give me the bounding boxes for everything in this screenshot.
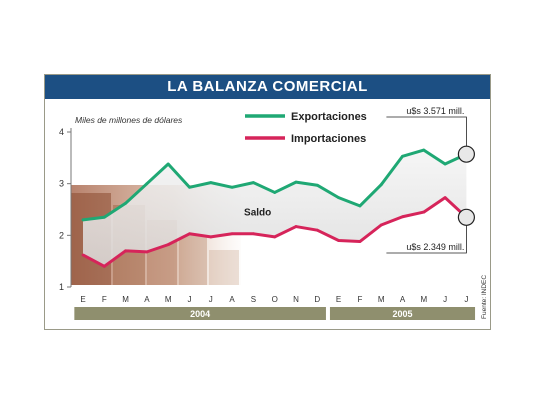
data-point (379, 223, 383, 227)
x-tick-label: M (378, 295, 385, 304)
data-point (166, 162, 170, 166)
data-point (273, 235, 277, 239)
saldo-label: Saldo (244, 208, 271, 219)
data-point (81, 253, 85, 257)
plot-area: Saldo u$s 3.571 mill. u$s 2.349 mill. (81, 106, 475, 268)
y-tick-label: 4 (59, 127, 64, 137)
data-point (166, 243, 170, 247)
x-tick-label: E (80, 295, 85, 304)
data-point (401, 154, 404, 158)
data-point (230, 185, 234, 189)
data-point (379, 183, 383, 187)
x-tick-label: F (357, 295, 362, 304)
x-tick-label: F (102, 295, 107, 304)
data-point (124, 249, 127, 253)
data-point (81, 218, 85, 222)
axes: 4 3 2 1 (59, 127, 72, 292)
y-tick-label: 3 (59, 179, 64, 189)
data-point (337, 239, 340, 242)
x-tick-label: M (165, 295, 172, 304)
data-point (443, 162, 447, 166)
data-point (315, 228, 319, 232)
x-tick-label: A (400, 295, 406, 304)
data-point (358, 204, 362, 208)
legend-entry: Exportaciones (291, 111, 367, 123)
y-tick-label: 2 (59, 230, 64, 240)
year-label: 2005 (392, 309, 412, 319)
x-tick-label: J (209, 295, 213, 304)
y-axis-label: Miles de millones de dólares (75, 115, 183, 125)
data-point (422, 148, 426, 152)
line-chart: 4 3 2 1 Saldo u$s 3.571 mill. u$s 2.349 mill.… (59, 106, 488, 320)
x-tick-label: M (122, 295, 129, 304)
data-point (188, 185, 191, 189)
x-tick-label: A (144, 295, 150, 304)
source-note: Fuente: INDEC (481, 275, 488, 319)
year-band (74, 307, 326, 320)
data-point (294, 225, 298, 228)
annotation-label: u$s 3.571 mill. (406, 106, 464, 116)
data-point (337, 196, 340, 200)
x-tick-label: S (251, 295, 256, 304)
data-point (124, 201, 127, 205)
x-tick-label: E (336, 295, 341, 304)
x-tick-label: N (293, 295, 299, 304)
y-tick-label: 1 (59, 282, 64, 292)
data-point (145, 182, 149, 186)
data-point (401, 215, 404, 219)
chart-frame: LA BALANZA COMERCIAL 4 3 2 1 Saldo u$s 3.571… (44, 74, 491, 330)
data-point (443, 196, 447, 200)
callout-circle (457, 208, 475, 226)
x-tick-label: O (272, 295, 278, 304)
callout-circle (457, 145, 475, 163)
x-tick-label: J (464, 295, 468, 304)
data-point (209, 235, 213, 239)
data-point (102, 215, 106, 219)
data-point (209, 181, 213, 185)
legend: Exportaciones Importaciones (245, 111, 367, 145)
data-point (102, 264, 106, 268)
data-point (252, 181, 255, 185)
chart-title: LA BALANZA COMERCIAL (45, 75, 490, 99)
data-point (315, 183, 319, 187)
data-point (273, 191, 277, 194)
callout-line (386, 116, 467, 147)
legend-entry: Importaciones (291, 133, 366, 145)
x-axis: E F M A M J J A S O N D E F M A M J J 2004 2005 (74, 295, 476, 320)
data-point (294, 180, 298, 184)
year-band (329, 307, 476, 320)
x-tick-label: A (229, 295, 235, 304)
annotation-label: u$s 2.349 mill. (406, 242, 464, 252)
x-tick-label: M (420, 295, 427, 304)
data-point (188, 232, 191, 236)
year-label: 2004 (190, 309, 210, 319)
x-tick-label: J (188, 295, 192, 304)
x-tick-label: D (314, 295, 320, 304)
x-tick-label: J (443, 295, 447, 304)
saldo-area (83, 150, 467, 267)
data-point (422, 210, 426, 214)
data-point (230, 232, 234, 236)
data-point (252, 232, 255, 236)
data-point (358, 240, 362, 243)
data-point (145, 250, 149, 254)
callout-line (386, 225, 467, 254)
